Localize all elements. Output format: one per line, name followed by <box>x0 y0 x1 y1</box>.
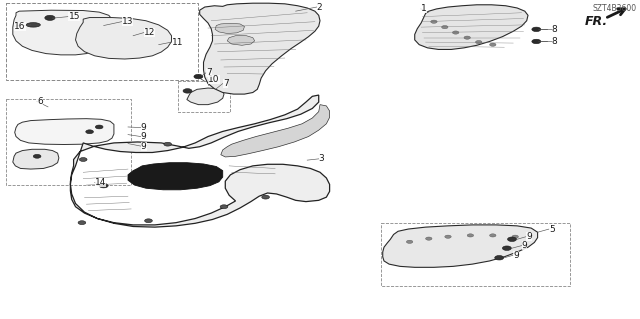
Ellipse shape <box>26 23 40 27</box>
Circle shape <box>78 221 86 225</box>
Text: 7: 7 <box>223 79 228 88</box>
Polygon shape <box>415 5 528 49</box>
Circle shape <box>508 237 516 241</box>
Circle shape <box>442 26 448 29</box>
Text: 16: 16 <box>14 22 26 31</box>
Text: 9: 9 <box>522 241 527 250</box>
Text: 8: 8 <box>552 37 557 46</box>
Polygon shape <box>200 3 320 94</box>
Text: 9: 9 <box>526 232 532 241</box>
Circle shape <box>33 154 41 158</box>
Circle shape <box>464 36 470 39</box>
Circle shape <box>467 234 474 237</box>
Text: 9: 9 <box>141 142 147 151</box>
Polygon shape <box>383 225 538 267</box>
Text: 7: 7 <box>206 68 212 77</box>
Polygon shape <box>227 36 255 45</box>
Text: 9: 9 <box>513 251 519 260</box>
Text: 15: 15 <box>68 12 80 21</box>
Circle shape <box>490 43 496 46</box>
Text: 2: 2 <box>317 3 323 11</box>
Circle shape <box>220 205 228 209</box>
Text: 8: 8 <box>552 25 557 34</box>
Polygon shape <box>15 119 114 145</box>
Circle shape <box>490 234 496 237</box>
Circle shape <box>183 89 192 93</box>
Polygon shape <box>221 105 330 157</box>
Circle shape <box>431 20 437 23</box>
Polygon shape <box>70 95 330 227</box>
Circle shape <box>79 158 87 161</box>
Circle shape <box>164 142 172 146</box>
Polygon shape <box>128 163 223 190</box>
Text: 12: 12 <box>144 28 156 37</box>
Text: 14: 14 <box>95 178 106 187</box>
Polygon shape <box>13 149 59 169</box>
Polygon shape <box>215 23 244 33</box>
Circle shape <box>495 256 504 260</box>
Text: 10: 10 <box>208 75 220 84</box>
Circle shape <box>512 235 518 238</box>
Text: SZT4B3600: SZT4B3600 <box>593 4 637 13</box>
Circle shape <box>445 235 451 238</box>
Circle shape <box>194 74 203 79</box>
Bar <box>178 81 230 112</box>
Circle shape <box>262 195 269 199</box>
Circle shape <box>502 246 511 250</box>
Text: FR.: FR. <box>585 15 608 28</box>
Circle shape <box>45 15 55 20</box>
Text: 13: 13 <box>122 17 133 26</box>
Polygon shape <box>13 10 112 55</box>
Bar <box>381 223 570 286</box>
Text: 5: 5 <box>549 225 555 234</box>
Bar <box>6 99 131 185</box>
Circle shape <box>476 41 482 44</box>
Text: 11: 11 <box>172 38 183 47</box>
Polygon shape <box>76 18 172 59</box>
Text: 9: 9 <box>141 132 147 141</box>
Bar <box>6 3 198 80</box>
Circle shape <box>532 39 541 44</box>
Circle shape <box>99 183 108 188</box>
Circle shape <box>406 240 413 243</box>
Circle shape <box>95 125 103 129</box>
Circle shape <box>532 27 541 32</box>
Text: 9: 9 <box>141 123 147 132</box>
Text: 3: 3 <box>319 154 324 163</box>
Text: 1: 1 <box>421 4 427 13</box>
Circle shape <box>145 219 152 223</box>
Polygon shape <box>187 88 224 105</box>
Text: 6: 6 <box>37 97 43 106</box>
Circle shape <box>86 130 93 134</box>
Circle shape <box>452 31 459 34</box>
Circle shape <box>426 237 432 240</box>
